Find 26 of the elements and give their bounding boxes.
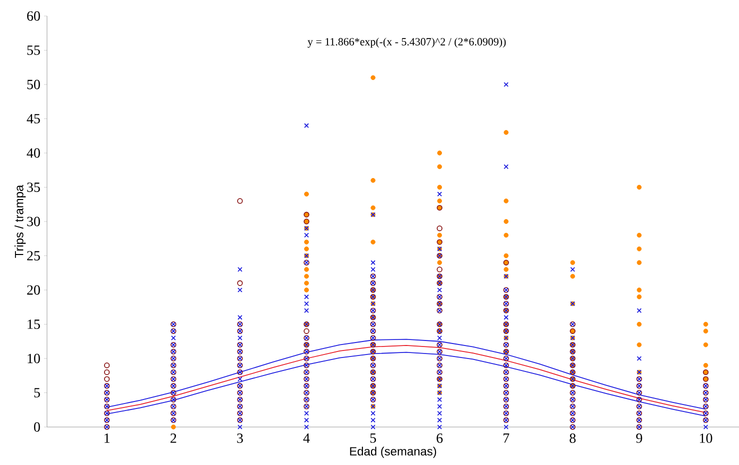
y-tick-label: 30 xyxy=(27,216,40,226)
annotation: y = 11.866*exp(-(x - 5.4307)^2 / (2*6.0909)) xyxy=(308,38,506,48)
y-tick-label: 10 xyxy=(28,354,40,364)
y-axis-title: Trips / trampa xyxy=(14,184,26,258)
x-tick-label: 2 xyxy=(170,434,176,443)
x-tick-label: 8 xyxy=(570,434,576,443)
y-tick-label: 20 xyxy=(27,285,40,295)
x-tick-label: 3 xyxy=(237,434,243,443)
y-tick-label: 35 xyxy=(27,182,40,192)
y-tick-label: 5 xyxy=(34,388,40,398)
y-tick-label: 25 xyxy=(27,251,40,260)
x-tick-label: 7 xyxy=(504,434,510,443)
x-tick-label: 5 xyxy=(370,434,376,443)
y-tick-label: 55 xyxy=(27,46,40,55)
x-tick-label: 1 xyxy=(104,434,110,443)
x-axis-title: Edad (semanas) xyxy=(350,446,436,458)
y-tick-label: 40 xyxy=(26,148,40,158)
y-tick-label: 0 xyxy=(34,422,40,432)
x-tick-label: 4 xyxy=(303,434,310,443)
y-tick-label: 60 xyxy=(27,11,40,21)
y-tick-label: 50 xyxy=(27,80,40,90)
y-tick-label: 45 xyxy=(26,114,40,124)
x-tick-label: 10 xyxy=(700,434,712,443)
x-tick-label: 6 xyxy=(436,434,443,443)
x-tick-label: 9 xyxy=(636,434,642,443)
y-tick-label: 15 xyxy=(28,320,40,329)
